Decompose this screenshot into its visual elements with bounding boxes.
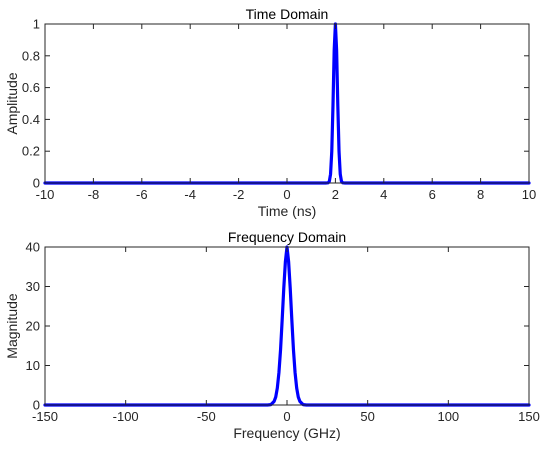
- y-tick-label: 0.8: [22, 48, 40, 63]
- y-axis-label: Magnitude: [4, 293, 20, 359]
- y-tick-label: 0: [33, 176, 40, 191]
- x-tick-label: 4: [380, 187, 387, 202]
- x-tick-label: 0: [283, 409, 290, 424]
- x-tick-label: 2: [332, 187, 339, 202]
- y-axis-label: Amplitude: [4, 72, 20, 134]
- x-tick-label: -4: [184, 187, 196, 202]
- x-tick-label: 100: [437, 409, 459, 424]
- y-tick-label: 0.2: [22, 144, 40, 159]
- y-tick-label: 0.6: [22, 80, 40, 95]
- y-tick-label: 0.4: [22, 112, 40, 127]
- x-tick-label: 50: [360, 409, 374, 424]
- axes-box: [44, 246, 530, 406]
- series-line-2-1: [43, 245, 531, 407]
- x-tick-label: -10: [36, 187, 55, 202]
- axes-box: [44, 23, 530, 184]
- chart-title: Frequency Domain: [228, 229, 346, 245]
- x-tick-label: 10: [522, 187, 536, 202]
- x-tick-label: 0: [283, 187, 290, 202]
- x-tick-label: 150: [518, 409, 540, 424]
- y-tick-label: 0: [33, 398, 40, 413]
- subplot-1: -10 -8 -6 -4 -2 0 2 4 6 8 10 0 0.2 0.4 0.6 0.8 1 Time Dom…: [4, 6, 536, 219]
- series-line-1-1: [43, 22, 531, 185]
- y-tick-label: 30: [26, 279, 40, 294]
- chart-title: Time Domain: [246, 6, 329, 22]
- x-axis-label: Time (ns): [258, 203, 317, 219]
- x-tick-label: -2: [233, 187, 245, 202]
- y-tick-label: 20: [26, 319, 40, 334]
- x-tick-label: -8: [88, 187, 100, 202]
- x-tick-label: 6: [429, 187, 436, 202]
- y-tick-label: 10: [26, 358, 40, 373]
- x-tick-label: -100: [113, 409, 139, 424]
- x-axis-label: Frequency (GHz): [233, 425, 340, 441]
- subplot-2: -150 -100 -50 0 50 100 150 0 10 20 30 40 Frequency D…: [4, 229, 540, 441]
- y-tick-label: 40: [26, 240, 40, 255]
- x-tick-label: -50: [197, 409, 216, 424]
- x-tick-label: 8: [477, 187, 484, 202]
- x-tick-label: -150: [32, 409, 58, 424]
- y-tick-label: 1: [33, 17, 40, 32]
- x-tick-label: -6: [136, 187, 148, 202]
